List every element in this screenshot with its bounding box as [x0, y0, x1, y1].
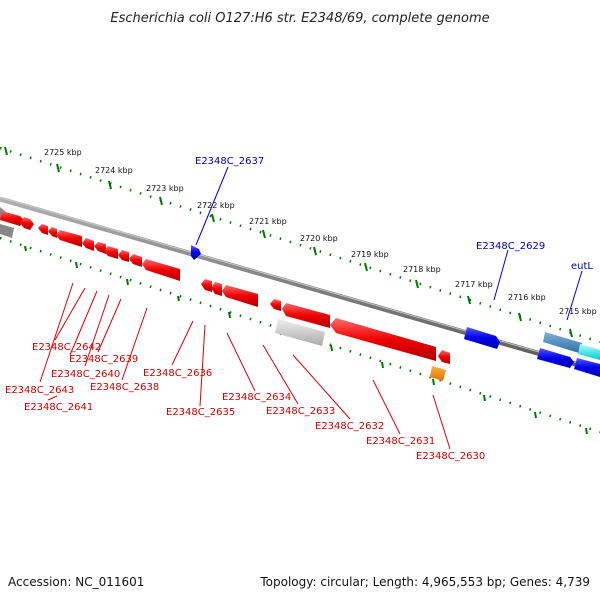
gene-red-3[interactable] [118, 250, 129, 262]
label-E2348C_2642[interactable]: E2348C_2642 [32, 342, 101, 353]
gene-red-1[interactable] [20, 217, 34, 230]
gene-blue-a[interactable] [537, 348, 574, 368]
ruler-label: 2723 kbp [146, 184, 184, 193]
gene-grey-edge-2[interactable] [0, 224, 14, 238]
ruler-labels: 2725 kbp 2724 kbp 2723 kbp 2722 kbp 2721… [44, 148, 597, 316]
forward-strand [191, 245, 600, 377]
ruler-label: 2720 kbp [300, 234, 338, 243]
gene-grey-pseudo[interactable] [275, 319, 325, 346]
label-E2348C_2632[interactable]: E2348C_2632 [315, 421, 384, 432]
genome-summary: Topology: circular; Length: 4,965,553 bp… [259, 575, 590, 589]
ruler-label: 2716 kbp [508, 293, 546, 302]
accession-text: Accession: NC_011601 [8, 575, 144, 589]
genome-backbone [0, 196, 600, 374]
label-E2348C_2639[interactable]: E2348C_2639 [69, 354, 138, 365]
label-E2348C_2635[interactable]: E2348C_2635 [166, 407, 235, 418]
gene-red-0[interactable] [0, 211, 24, 226]
ruler-label: 2722 kbp [197, 201, 235, 210]
map-title: Escherichia coli O127:H6 str. E2348/69, … [110, 11, 489, 26]
gene-orange[interactable] [430, 366, 446, 381]
gene-red-5[interactable] [270, 299, 281, 311]
gene-E2348C_2633[interactable] [282, 303, 330, 328]
gene-E2348C_2637[interactable] [191, 245, 201, 260]
gene-E2348C_2634[interactable] [222, 285, 258, 307]
gene-labels: E2348C_2637 E2348C_2629 eutL E2348C_2642… [5, 156, 593, 462]
forward-leaders [195, 166, 583, 321]
ruler-label: 2717 kbp [455, 280, 493, 289]
gene-red-4[interactable] [129, 254, 142, 267]
label-E2348C_2641[interactable]: E2348C_2641 [24, 402, 93, 413]
gene-E2348C_2639[interactable] [94, 242, 106, 254]
ruler-label: 2718 kbp [403, 265, 441, 274]
gene-red-2[interactable] [104, 246, 118, 259]
outer-tick-track [0, 146, 600, 344]
label-E2348C_2636[interactable]: E2348C_2636 [143, 368, 212, 379]
label-E2348C_2633[interactable]: E2348C_2633 [266, 406, 335, 417]
gene-E2348C_2635[interactable] [211, 282, 222, 296]
label-E2348C_2631[interactable]: E2348C_2631 [366, 436, 435, 447]
gene-E2348C_2629[interactable] [464, 327, 500, 349]
ruler-label: 2719 kbp [351, 250, 389, 259]
gene-blue-b[interactable] [574, 358, 600, 377]
label-E2348C_2634[interactable]: E2348C_2634 [222, 392, 291, 403]
ruler-label: 2725 kbp [44, 148, 82, 157]
ruler-label: 2715 kbp [559, 307, 597, 316]
label-E2348C_2637[interactable]: E2348C_2637 [195, 156, 264, 167]
ruler-label: 2721 kbp [249, 217, 287, 226]
ruler-label: 2724 kbp [95, 166, 133, 175]
backbone-highlight [0, 197, 600, 370]
gene-eutL[interactable] [543, 332, 582, 353]
label-E2348C_2643[interactable]: E2348C_2643 [5, 385, 74, 396]
gene-E2348C_2640[interactable] [82, 238, 94, 251]
label-E2348C_2629[interactable]: E2348C_2629 [476, 241, 545, 252]
reverse-leaders [39, 282, 451, 450]
label-E2348C_2630[interactable]: E2348C_2630 [416, 451, 485, 462]
gene-E2348C_2630[interactable] [438, 350, 450, 364]
label-eutL[interactable]: eutL [571, 261, 593, 272]
reverse-strand [0, 207, 450, 381]
gene-E2348C_2632[interactable] [330, 318, 436, 361]
label-E2348C_2638[interactable]: E2348C_2638 [90, 382, 159, 393]
gene-cyan[interactable] [578, 344, 600, 360]
gene-E2348C_2638[interactable] [142, 259, 180, 281]
gene-E2348C_2643[interactable] [38, 224, 48, 235]
gene-E2348C_2642[interactable] [56, 230, 82, 247]
gene-E2348C_2636[interactable] [201, 279, 212, 292]
gene-E2348C_2641[interactable] [48, 227, 57, 238]
label-E2348C_2640[interactable]: E2348C_2640 [51, 369, 120, 380]
